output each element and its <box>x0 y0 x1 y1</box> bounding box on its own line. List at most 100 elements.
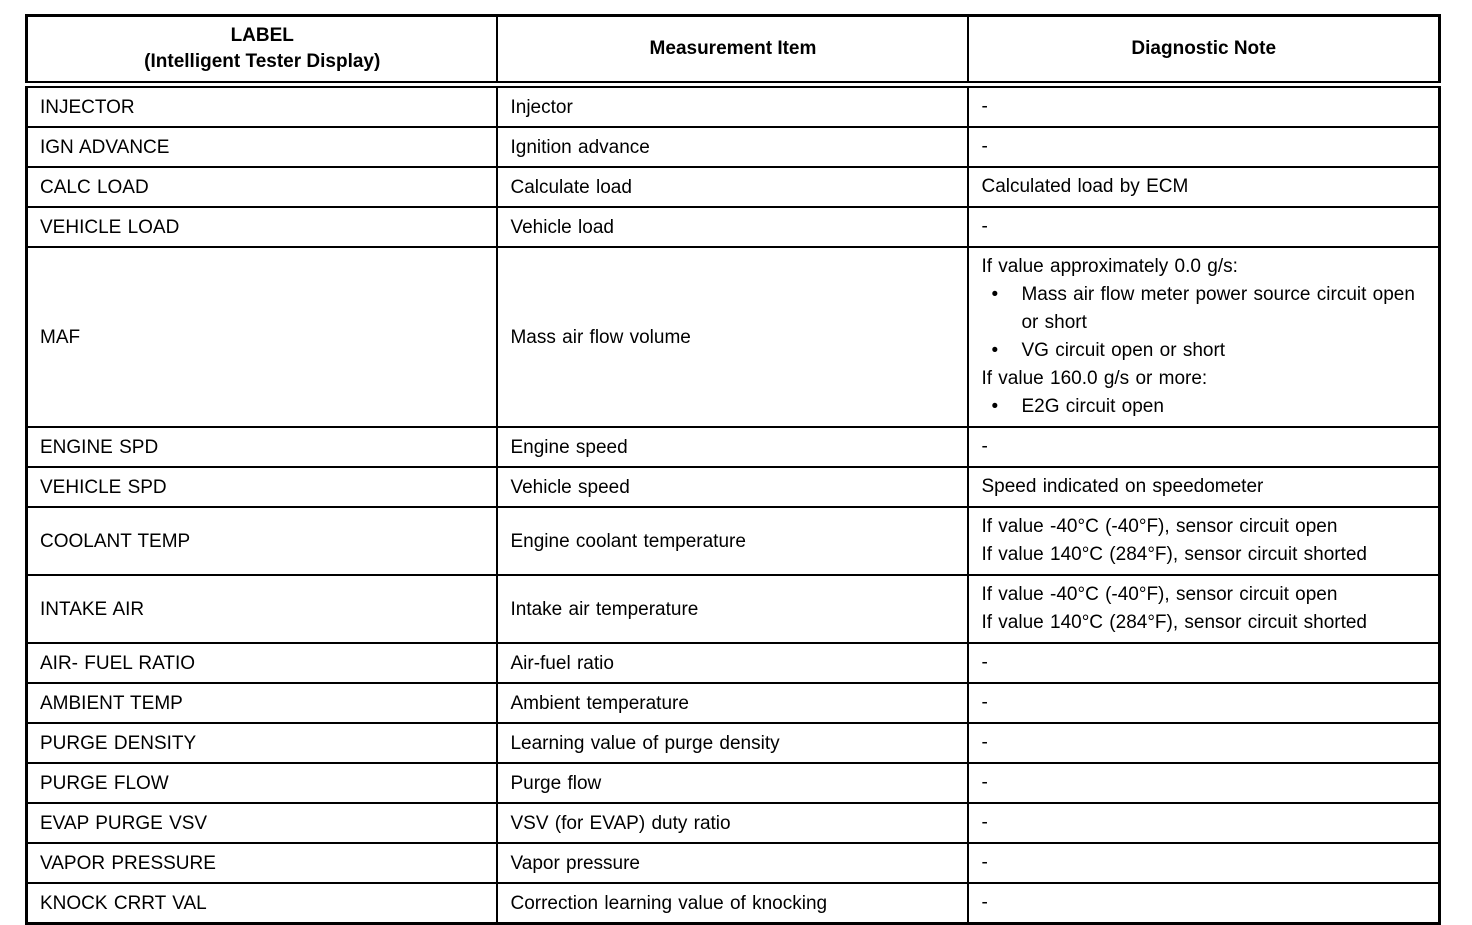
note-bullet-item: • VG circuit open or short <box>981 337 1426 365</box>
label-cell: MAF <box>25 246 499 428</box>
note-cell: If value approximately 0.0 g/s: • Mass air… <box>967 246 1441 428</box>
table-row: INTAKE AIR Intake air temperature If value… <box>25 574 1441 644</box>
measurement-cell: Ambient temperature <box>496 682 970 724</box>
note-cell: - <box>967 762 1441 804</box>
measurement-cell: Engine coolant temperature <box>496 506 970 576</box>
measurement-cell: VSV (for EVAP) duty ratio <box>496 802 970 844</box>
table-header: LABEL (Intelligent Tester Display) Measu… <box>25 14 1441 88</box>
label-cell: VEHICLE SPD <box>25 466 499 508</box>
note-line: - <box>981 652 988 673</box>
header-note-column: Diagnostic Note <box>967 14 1441 88</box>
note-line: - <box>981 692 988 713</box>
header-measurement-column: Measurement Item <box>496 14 970 88</box>
table-row: IGN ADVANCE Ignition advance - <box>25 126 1441 168</box>
note-line: - <box>981 852 988 873</box>
note-line: - <box>981 812 988 833</box>
note-line: - <box>981 772 988 793</box>
note-line: If value 140°C (284°F), sensor circuit s… <box>981 612 1367 633</box>
note-cell: - <box>967 882 1441 925</box>
measurement-cell: Vapor pressure <box>496 842 970 884</box>
note-line: - <box>981 732 988 753</box>
measurement-cell: Injector <box>496 83 970 128</box>
measurement-cell: Intake air temperature <box>496 574 970 644</box>
table-body: INJECTOR Injector - IGN ADVANCE Ignition adv… <box>25 83 1441 925</box>
measurement-cell: Mass air flow volume <box>496 246 970 428</box>
note-line: If value -40°C (-40°F), sensor circuit o… <box>981 516 1338 537</box>
table-row: INJECTOR Injector - <box>25 83 1441 128</box>
note-line: If value 160.0 g/s or more: <box>981 368 1208 389</box>
note-line: - <box>981 892 988 913</box>
label-cell: EVAP PURGE VSV <box>25 802 499 844</box>
note-line: Calculated load by ECM <box>981 176 1189 197</box>
tester-data-table: LABEL (Intelligent Tester Display) Measu… <box>25 14 1441 925</box>
table-row: MAF Mass air flow volume If value approxim… <box>25 246 1441 428</box>
note-cell: - <box>967 842 1441 884</box>
header-label-column: LABEL (Intelligent Tester Display) <box>25 14 499 88</box>
note-cell: - <box>967 126 1441 168</box>
note-cell: - <box>967 83 1441 128</box>
note-line: If value 140°C (284°F), sensor circuit s… <box>981 544 1367 565</box>
note-text: E2G circuit open <box>1021 396 1164 417</box>
note-cell: - <box>967 682 1441 724</box>
note-line: If value approximately 0.0 g/s: <box>981 256 1238 277</box>
measurement-cell: Vehicle speed <box>496 466 970 508</box>
manual-page: LABEL (Intelligent Tester Display) Measu… <box>25 14 1441 925</box>
measurement-cell: Engine speed <box>496 426 970 468</box>
measurement-cell: Vehicle load <box>496 206 970 248</box>
table-row: CALC LOAD Calculate load Calculated load b… <box>25 166 1441 208</box>
bullet-icon: • <box>991 396 999 417</box>
measurement-cell: Ignition advance <box>496 126 970 168</box>
label-cell: INJECTOR <box>25 83 499 128</box>
note-cell: Speed indicated on speedometer <box>967 466 1441 508</box>
note-bullet-item: • E2G circuit open <box>981 393 1426 421</box>
note-line: - <box>981 216 988 237</box>
note-cell: - <box>967 426 1441 468</box>
note-text: Mass air flow meter power source circuit… <box>1021 284 1415 333</box>
table-row: PURGE FLOW Purge flow - <box>25 762 1441 804</box>
note-line: If value -40°C (-40°F), sensor circuit o… <box>981 584 1338 605</box>
header-label-line1: LABEL <box>230 25 294 46</box>
table-row: VAPOR PRESSURE Vapor pressure - <box>25 842 1441 884</box>
table-row: VEHICLE LOAD Vehicle load - <box>25 206 1441 248</box>
label-cell: PURGE FLOW <box>25 762 499 804</box>
table-row: EVAP PURGE VSV VSV (for EVAP) duty ratio - <box>25 802 1441 844</box>
note-cell: Calculated load by ECM <box>967 166 1441 208</box>
note-cell: - <box>967 642 1441 684</box>
note-cell: - <box>967 206 1441 248</box>
label-cell: PURGE DENSITY <box>25 722 499 764</box>
note-cell: If value -40°C (-40°F), sensor circuit o… <box>967 574 1441 644</box>
note-cell: - <box>967 802 1441 844</box>
note-line: - <box>981 136 988 157</box>
table-row: PURGE DENSITY Learning value of purge den… <box>25 722 1441 764</box>
table-row: COOLANT TEMP Engine coolant temperature If… <box>25 506 1441 576</box>
measurement-cell: Learning value of purge density <box>496 722 970 764</box>
label-cell: INTAKE AIR <box>25 574 499 644</box>
table-row: AIR- FUEL RATIO Air-fuel ratio - <box>25 642 1441 684</box>
label-cell: KNOCK CRRT VAL <box>25 882 499 925</box>
label-cell: AMBIENT TEMP <box>25 682 499 724</box>
label-cell: ENGINE SPD <box>25 426 499 468</box>
measurement-cell: Purge flow <box>496 762 970 804</box>
label-cell: CALC LOAD <box>25 166 499 208</box>
label-cell: AIR- FUEL RATIO <box>25 642 499 684</box>
note-line: - <box>981 96 988 117</box>
table-row: VEHICLE SPD Vehicle speed Speed indicated … <box>25 466 1441 508</box>
note-cell: If value -40°C (-40°F), sensor circuit o… <box>967 506 1441 576</box>
bullet-icon: • <box>991 284 999 305</box>
header-row: LABEL (Intelligent Tester Display) Measu… <box>25 14 1441 88</box>
table-row: AMBIENT TEMP Ambient temperature - <box>25 682 1441 724</box>
bullet-icon: • <box>991 340 999 361</box>
table-row: ENGINE SPD Engine speed - <box>25 426 1441 468</box>
label-cell: VAPOR PRESSURE <box>25 842 499 884</box>
label-cell: VEHICLE LOAD <box>25 206 499 248</box>
label-cell: COOLANT TEMP <box>25 506 499 576</box>
note-line: Speed indicated on speedometer <box>981 476 1264 497</box>
label-cell: IGN ADVANCE <box>25 126 499 168</box>
measurement-cell: Calculate load <box>496 166 970 208</box>
header-label-line2: (Intelligent Tester Display) <box>144 51 381 72</box>
note-line: - <box>981 436 988 457</box>
measurement-cell: Air-fuel ratio <box>496 642 970 684</box>
measurement-cell: Correction learning value of knocking <box>496 882 970 925</box>
note-text: VG circuit open or short <box>1021 340 1226 361</box>
note-cell: - <box>967 722 1441 764</box>
